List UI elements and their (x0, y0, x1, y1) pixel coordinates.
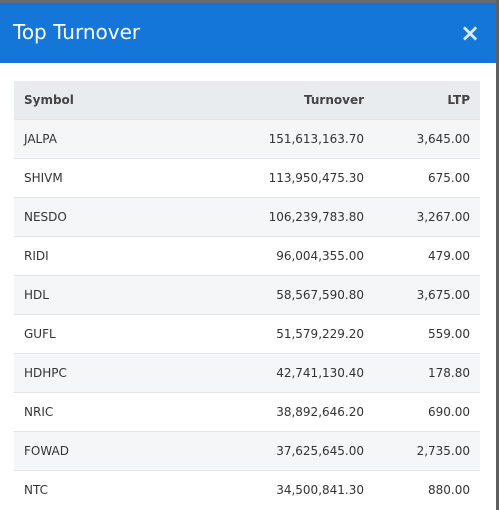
cell-ltp: 2,735.00 (416, 443, 470, 458)
cell-turnover: 34,500,841.30 (276, 482, 364, 497)
table-row[interactable]: JALPA 151,613,163.70 3,645.00 (14, 119, 480, 158)
cell-turnover: 151,613,163.70 (268, 131, 364, 146)
cell-ltp: 675.00 (428, 170, 470, 185)
turnover-table: Symbol Turnover LTP JALPA 151,613,163.70 3… (14, 81, 480, 509)
cell-ltp: 3,645.00 (416, 131, 470, 146)
cell-symbol: SHIVM (24, 170, 63, 185)
cell-symbol: NTC (24, 482, 48, 497)
table-row[interactable]: NRIC 38,892,646.20 690.00 (14, 392, 480, 431)
top-turnover-modal: Top Turnover × Symbol Turnover LTP JALPA… (0, 3, 496, 510)
page-scrollbar[interactable] (496, 0, 499, 510)
table-body: JALPA 151,613,163.70 3,645.00 SHIVM 113,950,… (14, 119, 480, 509)
cell-symbol: JALPA (24, 131, 57, 146)
modal-header: Top Turnover × (0, 3, 496, 63)
cell-turnover: 96,004,355.00 (276, 248, 364, 263)
column-header-turnover[interactable]: Turnover (304, 92, 364, 107)
column-header-ltp[interactable]: LTP (447, 92, 470, 107)
cell-ltp: 690.00 (428, 404, 470, 419)
cell-turnover: 42,741,130.40 (276, 365, 364, 380)
cell-ltp: 559.00 (428, 326, 470, 341)
turnover-table-wrapper: Symbol Turnover LTP JALPA 151,613,163.70 3… (14, 81, 480, 509)
table-row[interactable]: HDL 58,567,590.80 3,675.00 (14, 275, 480, 314)
cell-ltp: 178.80 (428, 365, 470, 380)
table-row[interactable]: NTC 34,500,841.30 880.00 (14, 470, 480, 509)
column-header-symbol[interactable]: Symbol (24, 92, 74, 107)
cell-ltp: 880.00 (428, 482, 470, 497)
table-row[interactable]: GUFL 51,579,229.20 559.00 (14, 314, 480, 353)
cell-ltp: 479.00 (428, 248, 470, 263)
cell-turnover: 113,950,475.30 (268, 170, 364, 185)
cell-turnover: 58,567,590.80 (276, 287, 364, 302)
table-row[interactable]: HDHPC 42,741,130.40 178.80 (14, 353, 480, 392)
table-row[interactable]: FOWAD 37,625,645.00 2,735.00 (14, 431, 480, 470)
table-row[interactable]: SHIVM 113,950,475.30 675.00 (14, 158, 480, 197)
modal-title: Top Turnover (13, 20, 141, 44)
close-icon[interactable]: × (459, 19, 481, 47)
cell-symbol: NESDO (24, 209, 67, 224)
table-header-row: Symbol Turnover LTP (14, 81, 480, 119)
cell-symbol: HDHPC (24, 365, 67, 380)
cell-turnover: 106,239,783.80 (268, 209, 364, 224)
table-row[interactable]: NESDO 106,239,783.80 3,267.00 (14, 197, 480, 236)
cell-symbol: HDL (24, 287, 49, 302)
cell-symbol: RIDI (24, 248, 49, 263)
table-row[interactable]: RIDI 96,004,355.00 479.00 (14, 236, 480, 275)
cell-symbol: NRIC (24, 404, 54, 419)
cell-turnover: 38,892,646.20 (276, 404, 364, 419)
cell-ltp: 3,267.00 (416, 209, 470, 224)
cell-turnover: 51,579,229.20 (276, 326, 364, 341)
cell-symbol: GUFL (24, 326, 56, 341)
cell-turnover: 37,625,645.00 (276, 443, 364, 458)
cell-ltp: 3,675.00 (416, 287, 470, 302)
cell-symbol: FOWAD (24, 443, 70, 458)
